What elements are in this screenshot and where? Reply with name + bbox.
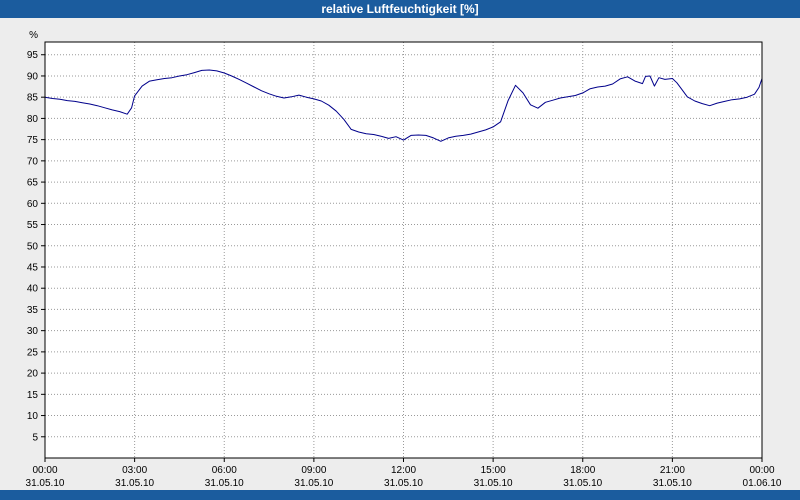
- x-date-label: 31.05.10: [115, 478, 154, 489]
- y-tick-label: 60: [27, 199, 39, 210]
- bottom-bar: [0, 490, 800, 500]
- y-tick-label: 75: [27, 135, 39, 146]
- x-tick-label: 15:00: [481, 465, 506, 476]
- y-tick-label: 40: [27, 284, 39, 295]
- x-date-label: 31.05.10: [563, 478, 602, 489]
- y-tick-label: 35: [27, 305, 39, 316]
- x-date-label: 31.05.10: [26, 478, 65, 489]
- x-tick-label: 06:00: [212, 465, 237, 476]
- y-tick-label: 70: [27, 156, 39, 167]
- x-tick-label: 21:00: [660, 465, 685, 476]
- x-tick-label: 09:00: [301, 465, 326, 476]
- chart-title-bar: relative Luftfeuchtigkeit [%]: [0, 0, 800, 18]
- x-date-label: 31.05.10: [384, 478, 423, 489]
- y-tick-label: 55: [27, 220, 39, 231]
- humidity-line: [44, 69, 763, 142]
- x-date-label: 31.05.10: [294, 478, 333, 489]
- y-tick-label: 25: [27, 347, 39, 358]
- y-tick-label: 15: [27, 390, 39, 401]
- x-tick-label: 12:00: [391, 465, 416, 476]
- x-tick-label: 00:00: [749, 465, 774, 476]
- y-tick-label: 95: [27, 50, 39, 61]
- x-tick-label: 18:00: [570, 465, 595, 476]
- y-tick-label: 90: [27, 71, 39, 82]
- x-date-label: 01.06.10: [743, 478, 782, 489]
- y-tick-label: 50: [27, 241, 39, 252]
- chart-title: relative Luftfeuchtigkeit [%]: [321, 2, 479, 16]
- chart-plot-area: 5 10 15 20 25 30 35 40 45 50 55 60 65 70 75 80 85 90 95% 00…: [0, 18, 800, 490]
- y-tick-label: 30: [27, 326, 39, 337]
- x-date-label: 31.05.10: [474, 478, 513, 489]
- y-tick-label: 65: [27, 178, 39, 189]
- y-tick-label: 80: [27, 114, 39, 125]
- y-tick-label: 5: [32, 432, 38, 443]
- x-date-label: 31.05.10: [205, 478, 244, 489]
- y-tick-label: 20: [27, 369, 39, 380]
- x-tick-label: 03:00: [122, 465, 147, 476]
- x-date-label: 31.05.10: [653, 478, 692, 489]
- y-tick-label: 45: [27, 262, 39, 273]
- y-axis-unit-label: %: [29, 30, 38, 41]
- y-tick-label: 10: [27, 411, 39, 422]
- x-tick-label: 00:00: [32, 465, 57, 476]
- chart-canvas: 5 10 15 20 25 30 35 40 45 50 55 60 65 70 75 80 85 90 95% 00…: [26, 30, 782, 489]
- y-tick-label: 85: [27, 93, 39, 104]
